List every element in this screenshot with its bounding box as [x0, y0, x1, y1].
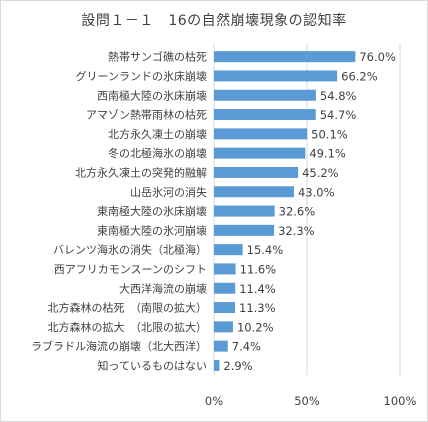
bar: [214, 109, 316, 121]
value-label: 76.0%: [359, 50, 396, 64]
value-label: 54.8%: [320, 89, 357, 103]
bar: [214, 51, 356, 63]
category-labels: 熱帯サンゴ礁の枯死グリーンランドの氷床崩壊西南極大陸の氷床崩壊アマゾン熱帯雨林の…: [31, 50, 207, 373]
category-label: アマゾン熱帯雨林の枯死: [86, 108, 207, 122]
category-label: 西アフリカモンスーンのシフト: [54, 263, 207, 276]
bar: [214, 224, 275, 236]
bar: [214, 244, 243, 256]
value-label: 32.3%: [278, 224, 315, 238]
bar: [214, 70, 338, 82]
bar: [214, 205, 275, 217]
value-label: 10.2%: [237, 320, 274, 334]
bar: [214, 89, 316, 101]
value-label: 2.9%: [223, 359, 252, 373]
bar: [214, 147, 306, 159]
category-label: 知っているものはない: [98, 358, 207, 372]
bar: [214, 166, 299, 178]
bar: [214, 340, 228, 352]
value-label: 7.4%: [232, 340, 261, 354]
value-label: 54.7%: [320, 108, 357, 122]
category-label: 熱帯サンゴ礁の枯死: [108, 50, 207, 64]
value-label: 11.6%: [240, 262, 277, 276]
value-label: 32.6%: [279, 205, 316, 219]
category-label: 北方森林の拡大 （北限の拡大）: [48, 320, 208, 334]
bars: [214, 51, 356, 371]
value-label: 43.0%: [298, 185, 335, 199]
x-tick-label: 100%: [384, 394, 417, 408]
category-label: 北方森林の枯死 （南限の拡大）: [48, 301, 208, 315]
bar: [214, 321, 233, 333]
value-label: 11.3%: [239, 301, 276, 315]
category-label: 山岳氷河の消失: [130, 185, 207, 199]
value-label: 11.4%: [239, 282, 276, 296]
bar: [214, 128, 308, 140]
x-tick-label: 50%: [294, 394, 320, 408]
category-label: 北方永久凍土の崩壊: [108, 127, 207, 141]
category-label: 北方永久凍土の突発的融解: [75, 165, 207, 179]
category-label: 東南極大陸の氷床崩壊: [97, 204, 207, 218]
chart-title: 設問１－１ 16の自然崩壊現象の認知率: [81, 13, 347, 29]
bar: [214, 186, 294, 198]
value-label: 15.4%: [247, 243, 284, 257]
value-label: 50.1%: [311, 127, 348, 141]
value-labels: 76.0% 66.2% 54.8% 54.7% 50.1% 49.1% 45.2% 43.0%…: [223, 50, 396, 373]
category-label: グリーンランドの氷床崩壊: [76, 69, 207, 83]
bar: [214, 282, 236, 294]
value-label: 49.1%: [309, 147, 346, 161]
value-label: 66.2%: [341, 69, 378, 83]
category-label: バレンツ海氷の消失（北極海）: [53, 243, 207, 257]
x-tick-label: 0%: [205, 394, 223, 408]
category-label: 東南極大陸の氷河崩壊: [97, 223, 207, 237]
value-label: 45.2%: [302, 166, 339, 180]
category-label: 西南極大陸の氷床崩壊: [97, 88, 207, 102]
bar: [214, 263, 236, 275]
category-label: ラブラドル海流の崩壊（北大西洋）: [31, 339, 207, 353]
x-axis-ticks: 0% 50% 100%: [205, 394, 417, 408]
bar: [214, 302, 236, 314]
bar: [214, 359, 220, 371]
category-label: 冬の北極海氷の崩壊: [108, 146, 207, 160]
category-label: 大西洋海流の崩壊: [119, 281, 207, 295]
